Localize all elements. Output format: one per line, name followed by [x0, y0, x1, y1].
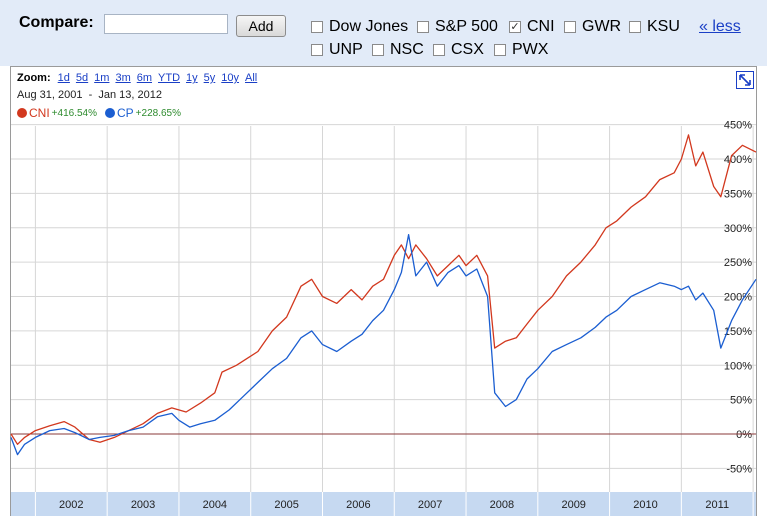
ticker-label: Dow Jones: [329, 18, 409, 35]
zoom-1d[interactable]: 1d: [57, 72, 70, 84]
checkbox-icon[interactable]: [629, 21, 641, 33]
date-separator: -: [88, 89, 93, 101]
less-link[interactable]: « less: [699, 18, 741, 35]
y-tick-label: 200%: [724, 292, 752, 304]
ticker-label: KSU: [647, 18, 680, 35]
legend-dot-cni: [17, 108, 27, 118]
expand-icon[interactable]: [736, 71, 754, 89]
checkbox-icon[interactable]: [433, 44, 445, 56]
compare-label: Compare:: [19, 14, 94, 31]
ticker-label: CSX: [451, 41, 484, 58]
x-tick-label: 2004: [203, 499, 227, 511]
date-range: Aug 31, 2001 - Jan 13, 2012: [17, 89, 162, 101]
legend-change-cni: +416.54%: [51, 107, 97, 119]
y-tick-label: 300%: [724, 223, 752, 235]
zoom-5y[interactable]: 5y: [203, 72, 216, 84]
legend-dot-cp: [105, 108, 115, 118]
ticker-label: S&P 500: [435, 18, 498, 35]
zoom-1y[interactable]: 1y: [186, 72, 198, 84]
add-button[interactable]: Add: [236, 15, 286, 37]
checkbox-icon[interactable]: [417, 21, 429, 33]
ticker-unp[interactable]: UNP: [311, 40, 363, 60]
zoom-6m[interactable]: 6m: [136, 72, 153, 84]
x-tick-label: 2010: [633, 499, 657, 511]
zoom-3m[interactable]: 3m: [115, 72, 131, 84]
compare-input[interactable]: [104, 14, 228, 34]
y-tick-label: 400%: [724, 154, 752, 166]
y-tick-label: 100%: [724, 360, 752, 372]
zoom-all[interactable]: All: [245, 72, 258, 84]
zoom-controls: Zoom: 1d 5d 1m 3m 6m YTD 1y 5y 10y All: [17, 72, 263, 84]
chart-frame: [10, 66, 757, 516]
x-tick-label: 2002: [59, 499, 83, 511]
checkbox-icon[interactable]: [311, 44, 323, 56]
y-tick-label: 50%: [730, 395, 752, 407]
x-tick-label: 2008: [490, 499, 514, 511]
ticker-gwr[interactable]: GWR: [564, 17, 621, 37]
ticker-label: NSC: [390, 41, 424, 58]
zoom-label: Zoom:: [17, 72, 51, 84]
ticker-s-p-500[interactable]: S&P 500: [417, 17, 498, 37]
x-tick-label: 2009: [561, 499, 585, 511]
y-tick-label: 250%: [724, 257, 752, 269]
ticker-cni[interactable]: ✓ CNI: [509, 17, 555, 37]
checkbox-icon[interactable]: [494, 44, 506, 56]
checkbox-icon[interactable]: [564, 21, 576, 33]
y-tick-label: 150%: [724, 326, 752, 338]
x-tick-label: 2003: [131, 499, 155, 511]
ticker-label: CNI: [527, 18, 555, 35]
checkbox-icon[interactable]: [311, 21, 323, 33]
ticker-label: GWR: [582, 18, 622, 35]
chart-legend: CNI +416.54% CP +228.65%: [17, 106, 189, 120]
y-tick-label: 450%: [724, 120, 752, 132]
ticker-label: UNP: [329, 41, 363, 58]
checkbox-icon[interactable]: [372, 44, 384, 56]
checkbox-icon[interactable]: ✓: [509, 21, 521, 33]
x-tick-label: 2006: [346, 499, 370, 511]
ticker-csx[interactable]: CSX: [433, 40, 484, 60]
legend-name-cni: CNI: [29, 106, 50, 120]
series-line-cp: [10, 233, 757, 456]
zoom-10y[interactable]: 10y: [221, 72, 240, 84]
ticker-dow-jones[interactable]: Dow Jones: [311, 17, 408, 37]
zoom-5d[interactable]: 5d: [75, 72, 89, 84]
x-tick-label: 2005: [274, 499, 298, 511]
y-tick-label: -50%: [726, 463, 752, 475]
y-tick-label: 350%: [724, 188, 752, 200]
ticker-label: PWX: [512, 41, 549, 58]
ticker-ksu[interactable]: KSU: [629, 17, 680, 37]
zoom-ytd[interactable]: YTD: [158, 72, 181, 84]
compare-toolbar: Compare: Add Dow Jones S&P 500 ✓ CNI GWR KSU U…: [0, 0, 767, 66]
date-start[interactable]: Aug 31, 2001: [17, 89, 83, 101]
ticker-pwx[interactable]: PWX: [494, 40, 548, 60]
legend-change-cp: +228.65%: [135, 107, 181, 119]
x-tick-label: 2011: [705, 499, 729, 511]
legend-name-cp: CP: [117, 106, 134, 120]
zoom-1m[interactable]: 1m: [94, 72, 110, 84]
y-tick-label: 0%: [736, 429, 752, 441]
x-tick-label: 2007: [418, 499, 442, 511]
ticker-nsc[interactable]: NSC: [372, 40, 424, 60]
date-end[interactable]: Jan 13, 2012: [98, 89, 162, 101]
x-axis-band: [11, 492, 756, 516]
